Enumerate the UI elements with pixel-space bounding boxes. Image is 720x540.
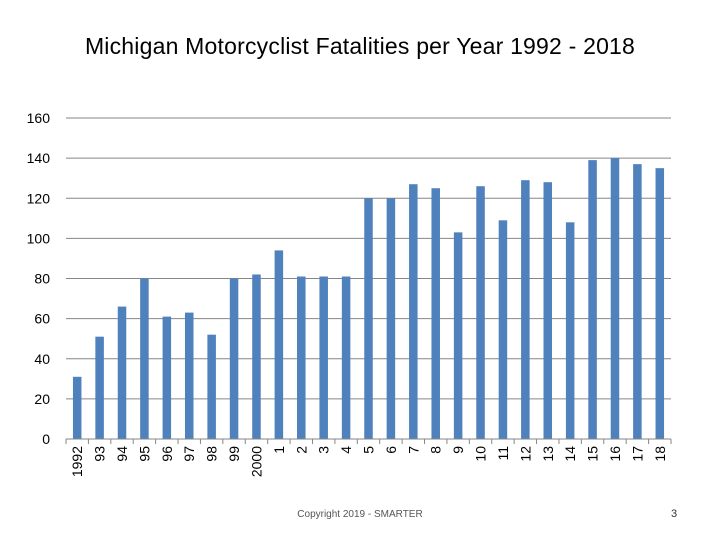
y-axis-ticks: 0 20 40 60 80 100 120 140 160	[27, 110, 51, 447]
y-tick-label: 160	[27, 110, 51, 126]
x-tick-label: 99	[226, 446, 242, 462]
bar	[610, 158, 620, 439]
bar	[207, 334, 216, 439]
x-tick-label: 12	[517, 446, 533, 462]
bars	[72, 158, 665, 440]
bar	[633, 164, 642, 440]
x-tick-label: 16	[607, 446, 623, 462]
x-tick-label: 93	[92, 446, 108, 462]
x-axis	[65, 438, 672, 444]
bar	[409, 184, 418, 439]
x-tick-label: 10	[473, 446, 489, 462]
x-tick-label: 2000	[248, 446, 264, 477]
y-tick-label: 20	[34, 391, 50, 407]
bar	[117, 306, 127, 439]
x-tick-label: 95	[136, 446, 152, 462]
x-tick-label: 15	[585, 446, 601, 462]
x-tick-label: 8	[428, 446, 444, 454]
bar	[521, 180, 530, 439]
bar	[543, 182, 553, 439]
bar	[72, 376, 82, 439]
bar	[386, 198, 396, 439]
bar	[655, 168, 665, 439]
bar	[95, 336, 104, 439]
x-tick-label: 11	[495, 446, 511, 461]
x-tick-label: 2	[293, 446, 309, 454]
x-tick-label: 94	[114, 446, 130, 462]
x-tick-label: 7	[405, 446, 421, 454]
copyright-footer: Copyright 2019 - SMARTER	[297, 509, 423, 520]
bar	[297, 276, 306, 439]
x-tick-label: 18	[652, 446, 668, 462]
y-tick-label: 60	[34, 311, 50, 327]
bar	[140, 278, 149, 439]
bar	[319, 276, 328, 439]
bar	[184, 312, 194, 439]
x-axis-ticks: 1992 93 94 95 96 97 98 99 2000 1 2 3 4 5 6 7 8 9 10 11 12 13 1…	[69, 446, 668, 477]
y-tick-label: 80	[34, 271, 50, 287]
y-tick-label: 100	[27, 230, 51, 246]
bar	[229, 278, 239, 439]
bar	[162, 316, 172, 439]
bar	[274, 250, 284, 439]
x-tick-label: 13	[540, 446, 556, 462]
y-tick-label: 40	[34, 351, 50, 367]
bar	[364, 198, 373, 439]
bar	[498, 220, 508, 439]
x-tick-label: 17	[629, 446, 645, 462]
bar	[588, 160, 597, 439]
x-tick-label: 9	[450, 446, 466, 454]
page-number: 3	[670, 508, 678, 520]
y-tick-label: 120	[27, 190, 51, 206]
x-tick-label: 1	[271, 446, 287, 454]
x-tick-label: 96	[159, 446, 175, 462]
y-tick-label: 0	[42, 431, 50, 447]
x-tick-label: 98	[204, 446, 220, 462]
bar	[431, 188, 440, 439]
bar	[565, 222, 575, 439]
x-tick-label: 14	[562, 446, 578, 462]
x-tick-label: 3	[316, 446, 332, 454]
chart-title: Michigan Motorcyclist Fatalities per Yea…	[84, 33, 636, 59]
x-tick-label: 5	[361, 446, 377, 454]
bar	[453, 232, 463, 439]
x-tick-label: 6	[383, 446, 399, 454]
y-tick-label: 140	[27, 150, 51, 166]
x-tick-label: 1992	[69, 446, 85, 477]
x-tick-label: 97	[181, 446, 197, 462]
bar	[476, 186, 485, 439]
bar	[252, 274, 261, 439]
x-tick-label: 4	[338, 446, 354, 454]
bar	[341, 276, 351, 439]
